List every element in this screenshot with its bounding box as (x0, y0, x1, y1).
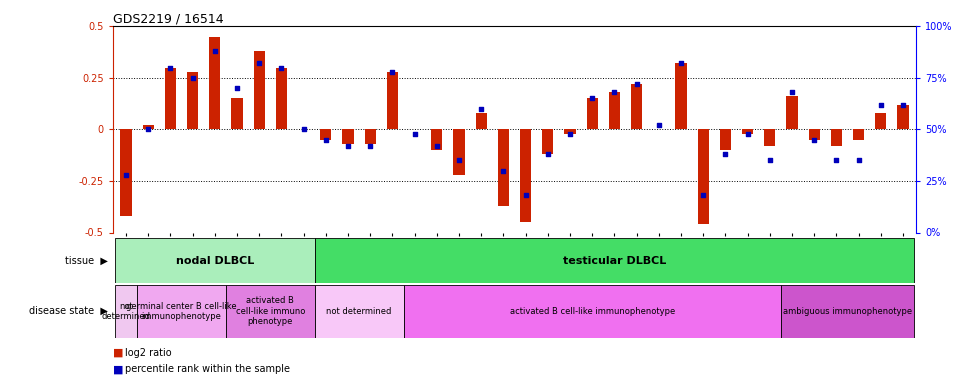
Bar (520, 129, 531, 222)
Point (696, 192, 711, 198)
Point (740, 130, 756, 136)
Bar (254, 51, 265, 129)
Text: activated B
cell-like immuno
phenotype: activated B cell-like immuno phenotype (235, 296, 305, 326)
Bar (315, 285, 404, 338)
Point (873, 102, 889, 108)
Point (895, 102, 910, 108)
Text: ■: ■ (113, 348, 123, 357)
Bar (115, 285, 137, 338)
Bar (542, 129, 554, 154)
Text: percentile rank within the sample: percentile rank within the sample (125, 364, 290, 374)
Point (473, 106, 489, 112)
Bar (320, 129, 331, 140)
Text: activated B cell-like immunophenotype: activated B cell-like immunophenotype (510, 307, 675, 316)
Text: tissue  ▶: tissue ▶ (65, 256, 108, 266)
Point (851, 158, 866, 164)
Bar (315, 238, 914, 283)
Point (496, 168, 512, 174)
Bar (137, 285, 226, 338)
Bar (143, 125, 154, 129)
Point (451, 158, 466, 164)
Point (584, 96, 600, 102)
Text: testicular DLBCL: testicular DLBCL (563, 256, 666, 266)
Bar (431, 129, 442, 150)
Bar (786, 96, 798, 129)
Bar (187, 72, 198, 129)
Point (318, 137, 333, 143)
Text: log2 ratio: log2 ratio (125, 348, 172, 357)
Bar (115, 238, 315, 283)
Point (517, 192, 533, 198)
Bar (898, 105, 908, 129)
Bar (808, 129, 819, 140)
Bar (631, 84, 642, 129)
Bar (165, 68, 176, 129)
Bar (342, 129, 354, 144)
Text: not determined: not determined (326, 307, 392, 316)
Bar (875, 113, 886, 129)
Point (429, 143, 445, 149)
Point (629, 81, 645, 87)
Point (119, 172, 134, 178)
Point (563, 130, 578, 136)
Bar (365, 129, 375, 144)
Point (673, 60, 689, 66)
Point (651, 122, 666, 128)
Bar (831, 129, 842, 146)
Bar (698, 129, 709, 224)
Point (140, 126, 156, 132)
Text: ■: ■ (113, 364, 123, 374)
Point (185, 75, 201, 81)
Bar (498, 129, 509, 206)
Bar (387, 72, 398, 129)
Point (163, 64, 178, 70)
Point (807, 137, 822, 143)
Point (384, 69, 400, 75)
Bar (609, 92, 620, 129)
Bar (121, 129, 131, 216)
Bar (475, 113, 487, 129)
Point (340, 143, 356, 149)
Point (540, 151, 556, 157)
Text: ambiguous immunophenotype: ambiguous immunophenotype (783, 307, 912, 316)
Point (363, 143, 378, 149)
Point (607, 89, 622, 95)
Bar (231, 99, 243, 129)
Text: GDS2219 / 16514: GDS2219 / 16514 (113, 12, 223, 25)
Point (784, 89, 800, 95)
Bar (454, 129, 465, 175)
Bar (226, 285, 315, 338)
Text: nodal DLBCL: nodal DLBCL (175, 256, 254, 266)
Point (761, 158, 777, 164)
Point (296, 126, 312, 132)
Point (717, 151, 733, 157)
Point (207, 48, 222, 54)
Bar (764, 129, 775, 146)
Bar (564, 129, 575, 134)
Text: not
determined: not determined (102, 302, 151, 321)
Point (407, 130, 422, 136)
Bar (275, 68, 287, 129)
Bar (742, 129, 754, 134)
Bar (210, 37, 220, 129)
Text: disease state  ▶: disease state ▶ (29, 306, 108, 316)
Point (273, 64, 289, 70)
Point (229, 85, 245, 91)
Bar (853, 129, 864, 140)
Text: germinal center B cell-like
immunophenotype: germinal center B cell-like immunophenot… (126, 302, 237, 321)
Point (828, 158, 844, 164)
Bar (587, 99, 598, 129)
Bar (781, 285, 914, 338)
Bar (404, 285, 781, 338)
Bar (720, 129, 731, 150)
Bar (675, 63, 687, 129)
Point (252, 60, 268, 66)
